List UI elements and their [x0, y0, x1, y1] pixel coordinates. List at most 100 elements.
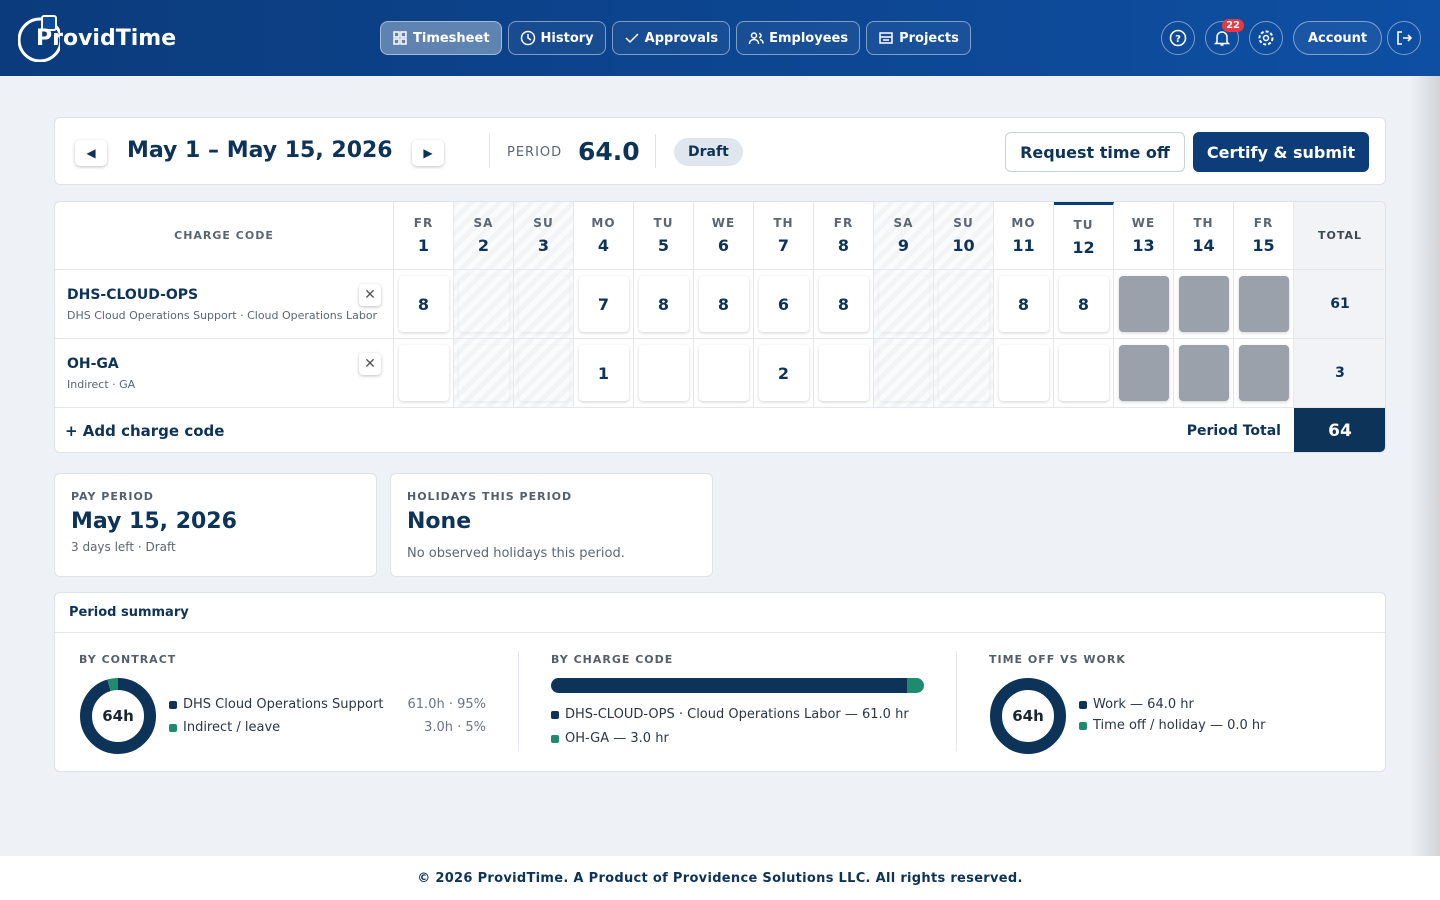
nav-button[interactable]: Projects: [866, 21, 971, 55]
period-total-label: Period Total: [1186, 422, 1281, 439]
day-header: SA 2: [454, 202, 514, 270]
submit-button[interactable]: Certify & submit: [1193, 132, 1369, 172]
legend-name: Indirect / leave: [183, 720, 281, 735]
hour-cell: 8: [814, 270, 874, 339]
hour-input[interactable]: [519, 345, 569, 401]
legend-swatch: [169, 723, 177, 732]
day-date: 3: [537, 236, 550, 255]
day-date: 14: [1192, 236, 1215, 255]
hour-cell: [1234, 270, 1294, 339]
info-value: May 15, 2026: [71, 509, 237, 534]
charge-code-cell: OH-GA Indirect · GA ✕: [55, 339, 394, 408]
remove-row[interactable]: ✕: [359, 353, 381, 375]
hour-cell: 8: [694, 270, 754, 339]
hour-input[interactable]: [939, 345, 989, 401]
hour-input: [1238, 276, 1289, 332]
hour-input: [1178, 276, 1229, 332]
hour-cell: 8: [1054, 270, 1114, 339]
hour-input[interactable]: [519, 276, 569, 332]
nav-label: Employees: [769, 30, 849, 46]
hour-cell: [1234, 339, 1294, 408]
hour-input[interactable]: 8: [698, 276, 749, 332]
request-time-off-button[interactable]: Request time off: [1005, 132, 1185, 172]
hour-input[interactable]: [879, 276, 929, 332]
legend-name: OH-GA — 3.0 hr: [565, 731, 669, 746]
period-summary: Period summary BY CONTRACT 64h DHS Cloud O…: [54, 592, 1386, 772]
hour-input[interactable]: 8: [638, 276, 689, 332]
day-header: FR 15: [1234, 202, 1294, 270]
logout-button[interactable]: [1387, 21, 1421, 55]
period-range: May 1 – May 15, 2026: [127, 138, 393, 163]
legend-item: DHS-CLOUD-OPS · Cloud Operations Labor —…: [551, 707, 971, 722]
next-period[interactable]: ▶: [412, 140, 444, 166]
hour-cell: [1174, 339, 1234, 408]
day-header: SA 9: [874, 202, 934, 270]
day-date: 2: [477, 236, 490, 255]
info-label: PAY PERIOD: [71, 490, 154, 503]
hour-input[interactable]: [638, 345, 689, 401]
day-of-week: TH: [773, 216, 794, 230]
bar-segment: [906, 678, 924, 693]
nav-button[interactable]: Timesheet: [380, 21, 502, 55]
donut-segment: [80, 678, 156, 754]
hour-input: [1178, 345, 1229, 401]
hour-input[interactable]: 1: [578, 345, 629, 401]
add-charge-code[interactable]: + Add charge code: [65, 421, 225, 440]
hour-input[interactable]: 2: [758, 345, 809, 401]
hour-input[interactable]: 8: [998, 276, 1049, 332]
day-of-week: TU: [1073, 217, 1094, 232]
summary-title: Period summary: [55, 593, 1385, 633]
day-date: 11: [1012, 236, 1035, 255]
logo: [18, 15, 60, 62]
nav-label: Approvals: [644, 30, 719, 46]
nav-button[interactable]: Approvals: [611, 21, 731, 55]
hour-input[interactable]: [879, 345, 929, 401]
bell-icon: [1214, 31, 1230, 46]
hour-cell: 8: [394, 270, 454, 339]
nav-label: History: [540, 30, 594, 46]
hour-cell: [1114, 339, 1174, 408]
hour-input[interactable]: 8: [818, 276, 869, 332]
notifications-button[interactable]: 22: [1205, 19, 1244, 55]
hour-input[interactable]: [698, 345, 749, 401]
brand[interactable]: ProvidTime: [18, 14, 176, 62]
hour-input[interactable]: [998, 345, 1049, 401]
help-button[interactable]: ?: [1161, 21, 1195, 55]
hour-cell: [814, 339, 874, 408]
prev-period[interactable]: ◀: [75, 140, 107, 166]
account-button[interactable]: Account: [1293, 21, 1383, 55]
legend-item: Indirect / leave 3.0h · 5%: [169, 720, 486, 735]
charge-description: Indirect · GA: [67, 377, 136, 391]
nav-button[interactable]: History: [507, 21, 606, 55]
main-nav: Timesheet History Approvals Employees Projec…: [380, 21, 971, 55]
remove-row[interactable]: ✕: [359, 284, 381, 306]
hour-cell: [634, 339, 694, 408]
grid-footer: + Add charge code Period Total: [55, 408, 1294, 452]
hour-cell: 1: [574, 339, 634, 408]
hour-input[interactable]: [459, 345, 509, 401]
legend-item: Work — 64.0 hr: [1079, 697, 1379, 712]
day-of-week: SA: [893, 216, 914, 230]
hour-input[interactable]: [459, 276, 509, 332]
hour-input[interactable]: [818, 345, 869, 401]
row-total: 3: [1294, 339, 1385, 408]
settings-button[interactable]: [1249, 21, 1283, 55]
hour-input[interactable]: [398, 345, 449, 401]
hour-input[interactable]: 6: [758, 276, 809, 332]
nav-icon: [748, 32, 764, 45]
nav-icon: [625, 33, 639, 44]
hour-input[interactable]: [1058, 345, 1109, 401]
bar-segment: [551, 678, 907, 693]
hour-input[interactable]: 7: [578, 276, 629, 332]
period-hours: 64.0: [578, 137, 640, 166]
hour-input[interactable]: 8: [1058, 276, 1109, 332]
nav-button[interactable]: Employees: [736, 21, 861, 55]
hour-cell: [1114, 270, 1174, 339]
day-of-week: TU: [653, 216, 674, 230]
nav-icon: [393, 31, 407, 45]
hour-input[interactable]: 8: [398, 276, 449, 332]
charge-description: DHS Cloud Operations Support · Cloud Ope…: [67, 308, 378, 322]
hour-input[interactable]: [939, 276, 989, 332]
charge-code-cell: DHS-CLOUD-OPS DHS Cloud Operations Suppor…: [55, 270, 394, 339]
